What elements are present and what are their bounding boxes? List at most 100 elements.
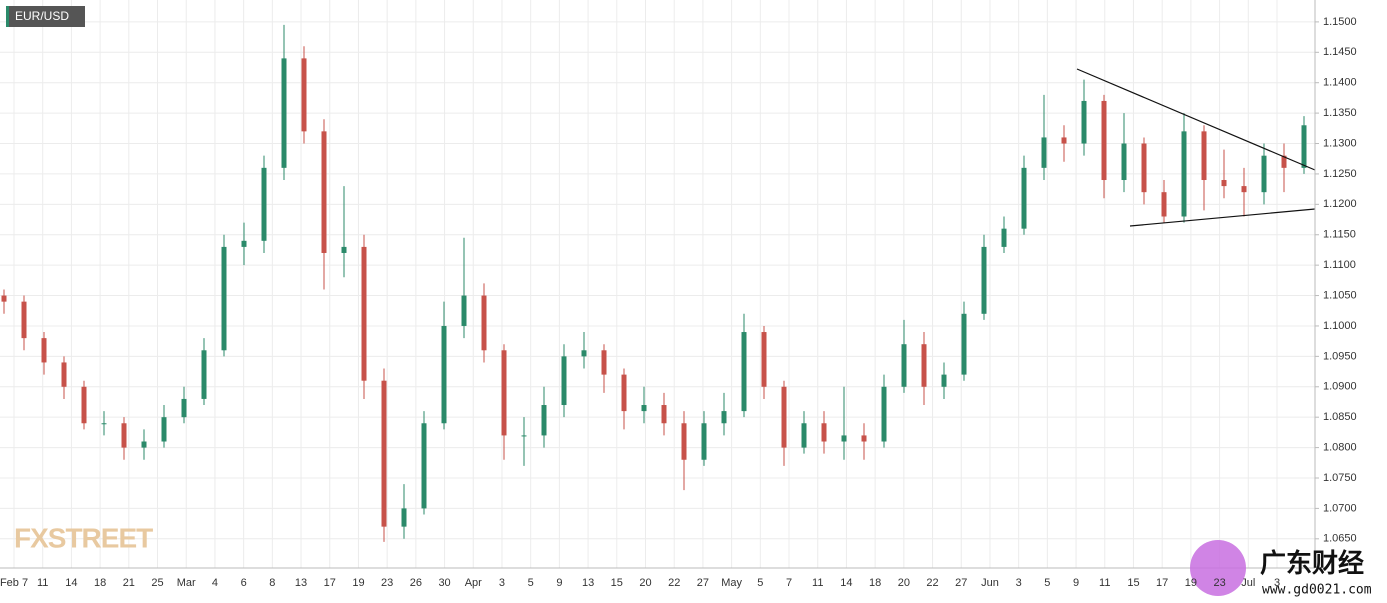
x-tick-label: 5 — [757, 577, 763, 589]
x-tick-label: 3 — [1016, 577, 1022, 589]
x-tick-label: 22 — [926, 577, 938, 589]
candle-body — [801, 423, 807, 448]
watermark-title: 广东财经 — [1260, 548, 1364, 578]
x-tick-label: Feb 7 — [0, 577, 28, 589]
candle-body — [1201, 131, 1207, 181]
x-tick-label: 15 — [611, 577, 623, 589]
x-tick-label: 3 — [1274, 577, 1280, 589]
y-tick-label: 1.0700 — [1323, 502, 1357, 514]
trendline-upper — [1076, 68, 1316, 171]
candle-body — [1081, 100, 1087, 144]
candle-body — [1181, 131, 1187, 217]
candle-body — [581, 350, 587, 357]
y-tick-label: 1.0900 — [1323, 381, 1357, 393]
candle-body — [61, 362, 67, 387]
x-tick-label: 23 — [1213, 577, 1225, 589]
y-tick-label: 1.1450 — [1323, 46, 1357, 58]
candle-body — [21, 301, 27, 339]
candle-body — [81, 386, 87, 424]
y-tick-label: 1.1100 — [1323, 259, 1356, 271]
candle-body — [1281, 155, 1287, 168]
y-tick-label: 1.1050 — [1323, 289, 1357, 301]
x-tick-label: 20 — [898, 577, 910, 589]
x-tick-label: 26 — [410, 577, 422, 589]
candle-body — [401, 508, 407, 527]
candle-body — [321, 131, 327, 253]
x-tick-label: Jul — [1241, 577, 1255, 589]
candle-body — [381, 380, 387, 527]
candle-body — [861, 435, 867, 442]
candle-body — [1161, 192, 1167, 217]
x-tick-label: 18 — [94, 577, 106, 589]
x-tick-label: 14 — [840, 577, 852, 589]
candle-body — [621, 374, 627, 412]
candle-body — [601, 350, 607, 375]
candle-body — [221, 246, 227, 351]
candle-body — [881, 386, 887, 442]
candle-body — [1241, 186, 1247, 193]
x-tick-label: 11 — [37, 577, 48, 589]
x-tick-label: May — [721, 577, 742, 589]
y-tick-label: 1.0950 — [1323, 350, 1357, 362]
candle-body — [681, 423, 687, 460]
watermark-logo: FXSTREET — [14, 522, 153, 553]
candle-body — [1261, 155, 1267, 193]
candle-body — [1101, 100, 1107, 181]
x-tick-label: 20 — [639, 577, 651, 589]
x-tick-label: 9 — [556, 577, 562, 589]
y-tick-label: 1.1300 — [1323, 137, 1357, 149]
y-tick-label: 1.1150 — [1323, 229, 1356, 241]
candle-body — [1301, 125, 1307, 168]
candle-body — [161, 417, 167, 442]
x-tick-label: 25 — [151, 577, 163, 589]
candle-body — [461, 295, 467, 326]
y-tick-label: 1.1200 — [1323, 198, 1357, 210]
candle-body — [281, 58, 287, 168]
x-tick-label: 5 — [1044, 577, 1050, 589]
candle-body — [541, 405, 547, 436]
chart-title: EUR/USD — [15, 9, 69, 23]
y-tick-label: 1.1400 — [1323, 77, 1357, 89]
x-tick-label: 7 — [786, 577, 792, 589]
x-tick-label: 27 — [697, 577, 709, 589]
watermark-icon — [1190, 540, 1246, 596]
grid-layer — [0, 0, 1315, 568]
mark-layer — [1, 24, 1307, 542]
x-tick-label: Apr — [465, 577, 482, 589]
candle-body — [841, 435, 847, 442]
candle-body — [141, 441, 147, 448]
title-box — [6, 6, 85, 27]
candle-body — [1221, 180, 1227, 187]
candle-body — [261, 167, 267, 241]
x-tick-label: 18 — [869, 577, 881, 589]
x-tick-label: 23 — [381, 577, 393, 589]
x-tick-label: 27 — [955, 577, 967, 589]
x-tick-label: 3 — [499, 577, 505, 589]
candle-body — [121, 423, 127, 448]
candle-body — [241, 240, 247, 247]
candle-body — [901, 344, 907, 387]
candle-body — [1061, 137, 1067, 144]
candle-body — [781, 386, 787, 448]
candle-body — [981, 246, 987, 314]
candle-body — [101, 423, 107, 425]
x-tick-label: Mar — [177, 577, 196, 589]
candle-body — [421, 423, 427, 509]
candle-body — [941, 374, 947, 387]
candle-body — [561, 356, 567, 406]
candle-body — [821, 423, 827, 442]
y-tick-label: 1.0650 — [1323, 533, 1357, 545]
candle-body — [741, 332, 747, 412]
candle-body — [1041, 137, 1047, 168]
candle-body — [41, 338, 47, 363]
y-tick-label: 1.1500 — [1323, 16, 1357, 28]
x-tick-label: 30 — [438, 577, 450, 589]
candle-body — [661, 405, 667, 424]
candle-body — [721, 411, 727, 424]
candle-body — [1121, 143, 1127, 181]
x-tick-label: 15 — [1127, 577, 1139, 589]
y-tick-label: 1.1000 — [1323, 320, 1357, 332]
x-tick-label: 5 — [528, 577, 534, 589]
candle-body — [441, 325, 447, 424]
